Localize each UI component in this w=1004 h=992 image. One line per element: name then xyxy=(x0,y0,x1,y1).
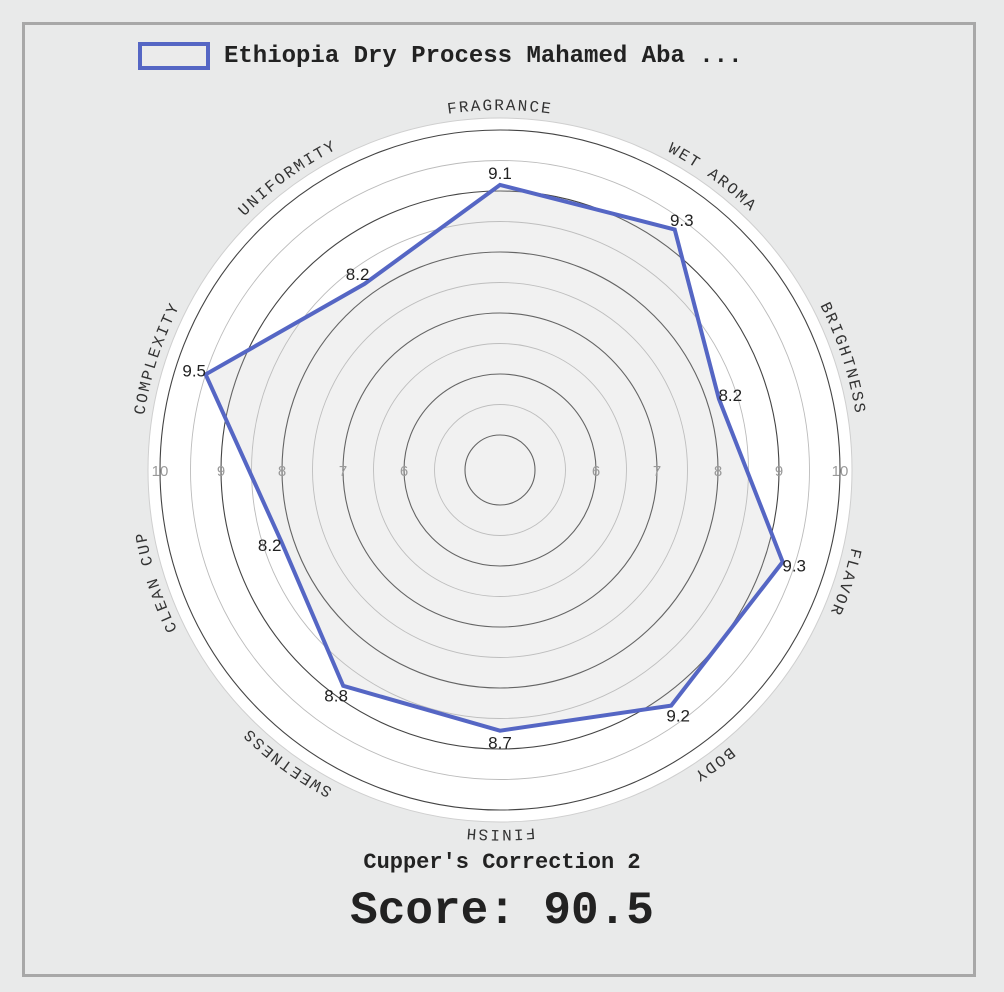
grid-ring xyxy=(434,404,566,536)
legend-swatch xyxy=(138,42,210,70)
tick-label: 8 xyxy=(278,463,286,480)
tick-label: 9 xyxy=(217,463,225,480)
data-label: 9.3 xyxy=(670,211,694,230)
tick-label: 7 xyxy=(653,463,661,480)
data-label: 9.1 xyxy=(488,164,512,183)
category-label-text: FINISH xyxy=(464,823,534,843)
cupper-correction: Cupper's Correction 2 xyxy=(363,850,641,875)
grid-ring xyxy=(220,190,780,750)
grid-ring xyxy=(373,343,627,597)
legend: Ethiopia Dry Process Mahamed Aba ... xyxy=(138,42,742,70)
data-label: 9.3 xyxy=(782,557,806,576)
tick-label: 10 xyxy=(832,463,849,480)
category-label: FRAGRANCE xyxy=(446,97,554,119)
data-label: 8.8 xyxy=(324,687,348,706)
total-score: Score: 90.5 xyxy=(350,885,654,937)
tick-label: 6 xyxy=(400,463,408,480)
data-label: 8.2 xyxy=(718,386,742,405)
grid-ring xyxy=(312,282,688,658)
grid-ring xyxy=(403,373,597,567)
category-label: FINISH xyxy=(464,823,536,843)
grid-ring xyxy=(159,129,841,811)
grid-ring xyxy=(464,434,536,506)
grid-ring xyxy=(190,160,810,780)
data-label: 9.5 xyxy=(182,362,206,381)
tick-label: 7 xyxy=(339,463,347,480)
tick-label: 6 xyxy=(592,463,600,480)
data-label: 8.2 xyxy=(346,265,370,284)
tick-label: 10 xyxy=(152,463,169,480)
data-label: 9.2 xyxy=(666,706,690,725)
series-polygon xyxy=(203,182,785,733)
data-label: 8.2 xyxy=(258,536,282,555)
tick-label: 8 xyxy=(714,463,722,480)
legend-label: Ethiopia Dry Process Mahamed Aba ... xyxy=(224,42,743,70)
data-label: 8.7 xyxy=(488,734,512,753)
grid-ring xyxy=(342,312,658,628)
category-label-text: FRAGRANCE xyxy=(446,97,552,119)
tick-label: 9 xyxy=(775,463,783,480)
grid-ring xyxy=(281,251,719,689)
